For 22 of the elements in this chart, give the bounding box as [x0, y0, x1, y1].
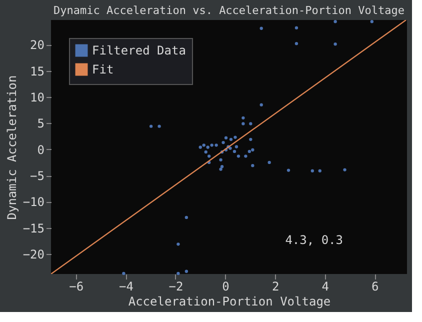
y-tick-label: 10: [30, 90, 44, 104]
x-tick-label: −2: [168, 280, 184, 294]
legend-label: Filtered Data: [92, 44, 186, 58]
y-tick-label: −15: [22, 221, 44, 236]
chart-title: Dynamic Acceleration vs. Acceleration-Portion Voltage: [54, 4, 404, 17]
x-axis-title: Acceleration-Portion Voltage: [128, 294, 331, 308]
x-tick-label: −4: [118, 280, 134, 294]
annotation: 4.3, 0.3: [285, 233, 343, 247]
y-tick-label: 15: [30, 64, 44, 78]
y-tick-label: −20: [22, 248, 44, 262]
x-tick-label: 4: [322, 280, 329, 294]
y-tick-label: 0: [37, 142, 44, 157]
y-tick-label: 20: [30, 38, 44, 52]
x-tick-label: 2: [272, 280, 280, 294]
y-tick-label: −10: [22, 195, 44, 210]
y-tick-label: 5: [37, 116, 44, 131]
x-tick-label: 6: [372, 280, 379, 294]
legend-label: Fit: [92, 62, 114, 76]
x-tick-label: −6: [69, 280, 84, 294]
y-tick-label: −5: [30, 169, 44, 184]
y-axis-title: Dynamic Acceleration: [4, 75, 19, 220]
x-tick-label: 0: [222, 280, 230, 294]
